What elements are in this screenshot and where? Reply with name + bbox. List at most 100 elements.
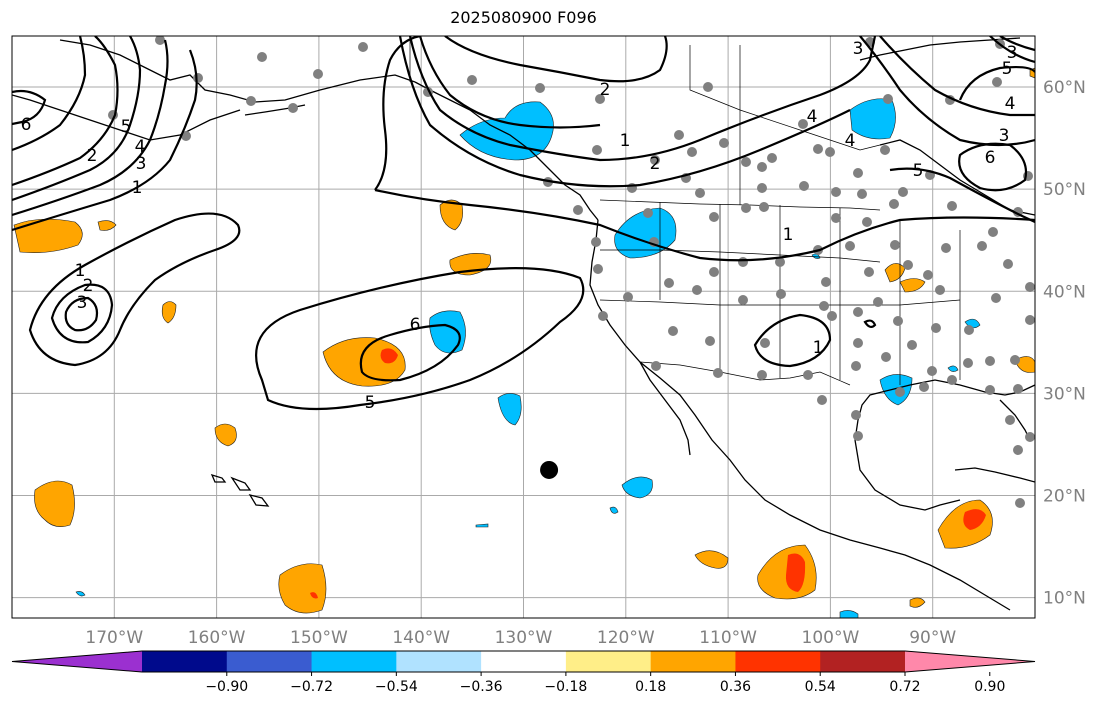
station-dot	[1003, 259, 1013, 269]
longitude-label: 160°W	[188, 628, 246, 648]
station-dot	[288, 103, 298, 113]
station-dot	[963, 358, 973, 368]
contour-label: 3	[853, 39, 864, 59]
station-dot	[687, 147, 697, 157]
gridlines	[12, 36, 1035, 618]
station-dot	[923, 270, 933, 280]
latitude-label: 30°N	[1043, 384, 1086, 404]
contour-lines	[12, 36, 1035, 411]
longitude-label: 90°W	[909, 628, 956, 648]
contour-label: 5	[1002, 59, 1013, 79]
contour-label: 6	[21, 115, 32, 135]
contour-label: 2	[83, 276, 94, 296]
contour-label: 5	[913, 161, 924, 181]
station-dot	[907, 340, 917, 350]
station-dot	[895, 387, 905, 397]
station-dot	[853, 307, 863, 317]
station-dot	[862, 217, 872, 227]
station-dot	[927, 366, 937, 376]
station-dot	[1025, 432, 1035, 442]
contour-label: 2	[600, 80, 611, 100]
location-marker	[540, 460, 559, 479]
map-title: 2025080900 F096	[450, 8, 597, 27]
latitude-label: 10°N	[1043, 589, 1086, 609]
colorbar-tick-label: −0.18	[544, 679, 587, 695]
station-dot	[591, 237, 601, 247]
station-dot	[881, 352, 891, 362]
colorbar-tick-label: −0.54	[375, 679, 418, 695]
contour-label: 3	[77, 293, 88, 313]
contour-label: 1	[783, 225, 794, 245]
station-dot	[813, 144, 823, 154]
station-dot	[903, 260, 913, 270]
station-dot	[992, 77, 1002, 87]
colorbar-segment	[565, 651, 652, 672]
station-dot	[757, 370, 767, 380]
station-dot	[853, 338, 863, 348]
colorbar-segment	[226, 651, 313, 672]
station-dot	[831, 213, 841, 223]
contour-label: 2	[650, 154, 661, 174]
station-dot	[821, 277, 831, 287]
station-dot	[741, 203, 751, 213]
contour-label: 1	[132, 178, 143, 198]
station-dot	[709, 212, 719, 222]
station-dot	[991, 293, 1001, 303]
station-dot	[358, 42, 368, 52]
colorbar-extend-low	[12, 651, 142, 672]
contour-label: 6	[985, 148, 996, 168]
station-dot	[853, 168, 863, 178]
station-dot	[857, 189, 867, 199]
station-dot	[853, 431, 863, 441]
station-dot	[798, 119, 808, 129]
contour-label: 5	[121, 117, 132, 137]
station-dot	[738, 295, 748, 305]
colorbar: −0.90 −0.72 −0.54 −0.36 −0.18 0.18 0.36 0.54 0.7…	[11, 650, 1036, 695]
station-dot	[741, 157, 751, 167]
colorbar-segment	[650, 651, 736, 672]
longitude-label: 120°W	[597, 628, 655, 648]
contour-label: 3	[1007, 43, 1018, 63]
station-dot	[664, 278, 674, 288]
colorbar-segment	[735, 651, 821, 672]
colorbar-outline	[11, 650, 1036, 673]
station-dot	[988, 227, 998, 237]
colorbar-tick-label: −0.36	[460, 679, 503, 695]
contour-label: 3	[136, 154, 147, 174]
station-dot	[776, 289, 786, 299]
station-dot	[1010, 355, 1020, 365]
station-dot	[880, 145, 890, 155]
colorbar-extend-high	[905, 651, 1035, 672]
station-dot	[593, 264, 603, 274]
station-dot	[719, 138, 729, 148]
contour-label: 5	[365, 393, 376, 413]
latitude-label: 60°N	[1043, 78, 1086, 98]
contour-label: 4	[135, 137, 146, 157]
station-dot	[898, 187, 908, 197]
contour-label: 1	[75, 261, 86, 281]
station-dot	[535, 83, 545, 93]
colorbar-tick-label: 0.18	[635, 679, 666, 695]
station-dot	[941, 243, 951, 253]
station-dot	[947, 375, 957, 385]
station-dot	[819, 301, 829, 311]
longitude-label: 140°W	[392, 628, 450, 648]
colorbar-tick-label: 0.72	[889, 679, 920, 695]
latitude-label: 20°N	[1043, 486, 1086, 506]
colorbar-tick-label: 0.54	[805, 679, 836, 695]
station-dot	[760, 338, 770, 348]
station-dot	[803, 370, 813, 380]
contour-label: 1	[813, 338, 824, 358]
station-dot	[893, 316, 903, 326]
colorbar-segment	[311, 651, 397, 672]
colorbar-segment	[142, 651, 228, 672]
station-dot	[851, 410, 861, 420]
longitude-label: 100°W	[802, 628, 860, 648]
station-dot	[883, 94, 893, 104]
station-dot	[592, 145, 602, 155]
station-dot	[1013, 445, 1023, 455]
station-dot	[713, 368, 723, 378]
station-dot	[1013, 384, 1023, 394]
station-dot	[889, 199, 899, 209]
